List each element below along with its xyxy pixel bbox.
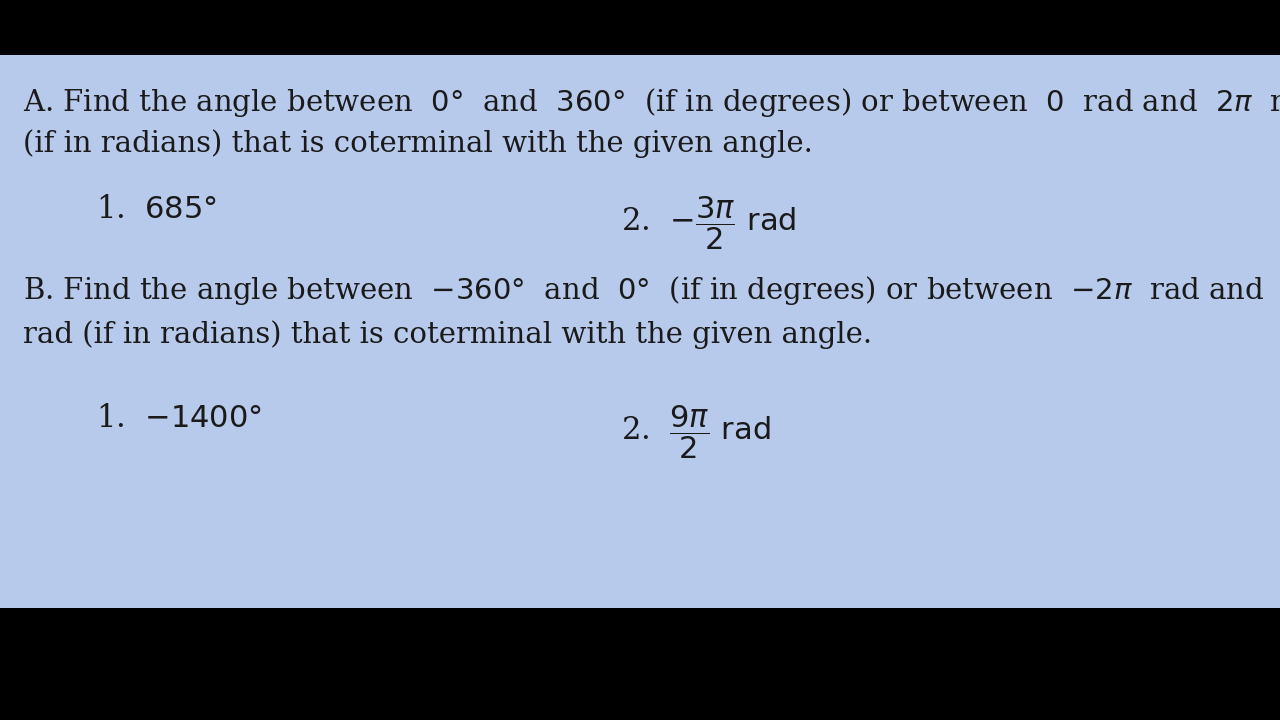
Text: 2.  $-\dfrac{3\pi}{2}\ \mathrm{rad}$: 2. $-\dfrac{3\pi}{2}\ \mathrm{rad}$ [621, 194, 796, 252]
Text: 1.  $-1400°$: 1. $-1400°$ [96, 403, 262, 434]
Text: 1.  $685°$: 1. $685°$ [96, 194, 216, 225]
Text: B. Find the angle between  $-360°$  and  $0°$  (if in degrees) or between  $-2\p: B. Find the angle between $-360°$ and $0… [23, 274, 1280, 307]
Text: A. Find the angle between  $0°$  and  $360°$  (if in degrees) or between  $0$  r: A. Find the angle between $0°$ and $360°… [23, 86, 1280, 120]
Text: (if in radians) that is coterminal with the given angle.: (if in radians) that is coterminal with … [23, 130, 813, 158]
Text: rad (if in radians) that is coterminal with the given angle.: rad (if in radians) that is coterminal w… [23, 320, 872, 349]
Text: 2.  $\dfrac{9\pi}{2}\ \mathrm{rad}$: 2. $\dfrac{9\pi}{2}\ \mathrm{rad}$ [621, 403, 771, 461]
